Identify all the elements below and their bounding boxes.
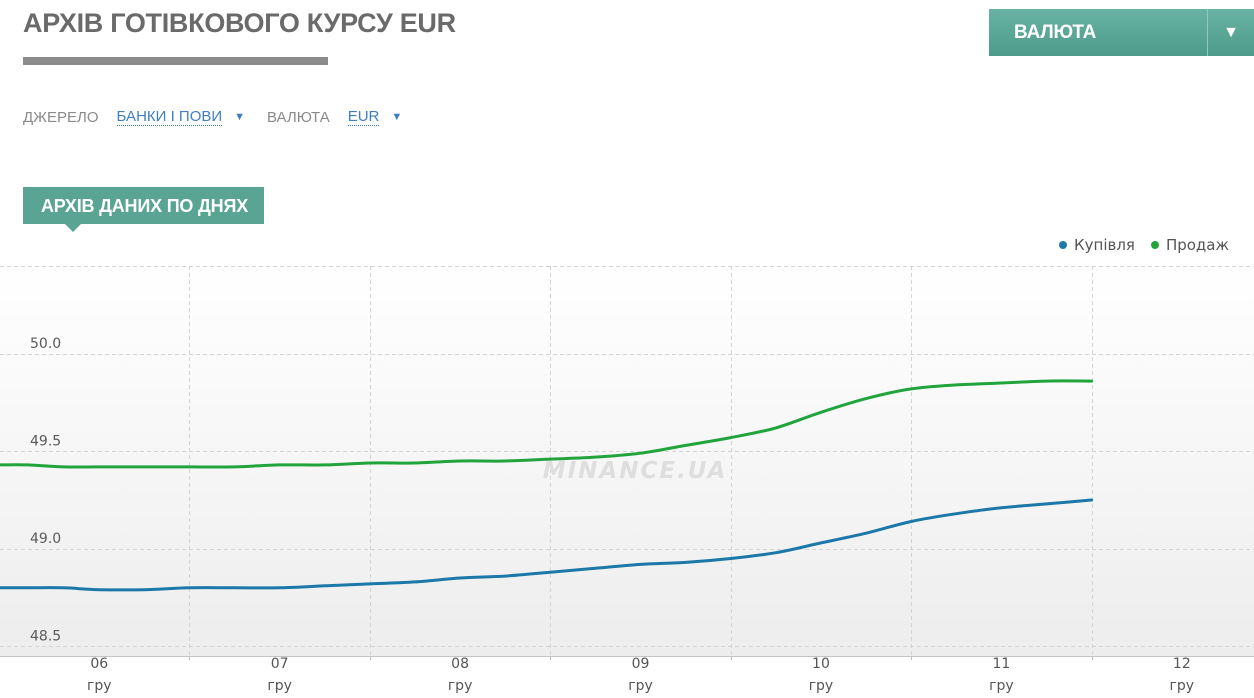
title-underline: [23, 57, 328, 65]
y-tick-label: 48.5: [30, 628, 61, 644]
series-lines: [0, 379, 1094, 592]
grid-lines: [0, 266, 1254, 656]
dropdown-separator: [1207, 9, 1208, 56]
y-axis-ticks: 50.0 49.5 49.0 48.5: [30, 336, 61, 645]
x-tick-month: гру: [628, 678, 653, 694]
y-tick-label: 49.5: [30, 433, 61, 449]
filter-bar: ДЖЕРЕЛО БАНКИ І ПОВИ ▼ ВАЛЮТА EUR ▼: [23, 107, 424, 127]
page-title: АРХІВ ГОТІВКОВОГО КУРСУ EUR: [23, 8, 456, 38]
x-tick-month: гру: [989, 678, 1014, 694]
currency-chevron-down-icon[interactable]: ▼: [391, 111, 403, 123]
plot-background: [0, 266, 1254, 656]
x-tick-day: 07: [271, 656, 289, 672]
currency-filter-label: ВАЛЮТА: [267, 108, 330, 126]
currency-dropdown-label: ВАЛЮТА: [1014, 21, 1097, 43]
y-tick-label: 49.0: [30, 531, 61, 547]
source-chevron-down-icon[interactable]: ▼: [234, 111, 246, 123]
legend-item-buy[interactable]: Купівля: [1058, 236, 1135, 254]
x-tick-day: 12: [1173, 656, 1191, 672]
series-line-buy[interactable]: [0, 498, 1094, 592]
legend-dot-buy: [1058, 241, 1067, 249]
x-tick-month: гру: [1170, 678, 1195, 694]
watermark-logo: MINANCE.UA: [543, 458, 728, 484]
source-filter-select[interactable]: БАНКИ І ПОВИ: [116, 108, 223, 126]
y-tick-label: 50.0: [30, 336, 61, 352]
x-tick-month: гру: [267, 678, 292, 694]
section-tab-daily-archive: АРХІВ ДАНИХ ПО ДНЯХ: [23, 187, 264, 232]
x-tick-day: 11: [992, 656, 1010, 672]
currency-dropdown-button[interactable]: ВАЛЮТА ▼: [989, 9, 1254, 56]
x-tick-day: 10: [812, 656, 830, 672]
x-tick-day: 08: [451, 656, 469, 672]
x-tick-day: 09: [632, 656, 650, 672]
chevron-down-icon[interactable]: ▼: [1223, 23, 1239, 41]
x-tick-month: гру: [87, 678, 112, 694]
currency-filter-select[interactable]: EUR: [347, 108, 380, 126]
series-line-sell[interactable]: [0, 379, 1094, 469]
chart-legend: Купівля Продаж: [1043, 236, 1229, 254]
legend-label-sell: Продаж: [1165, 236, 1229, 254]
legend-label-buy: Купівля: [1073, 236, 1135, 254]
x-tick-day: 06: [90, 656, 108, 672]
x-tick-month: гру: [809, 678, 834, 694]
x-axis-ticks: 06 гру 07 гру 08 гру 09 гру 10 гру 11 гру 12 гру: [0, 656, 1254, 694]
source-filter-label: ДЖЕРЕЛО: [23, 108, 99, 126]
legend-dot-sell: [1150, 241, 1159, 249]
x-tick-month: гру: [448, 678, 473, 694]
legend-item-sell[interactable]: Продаж: [1150, 236, 1229, 254]
